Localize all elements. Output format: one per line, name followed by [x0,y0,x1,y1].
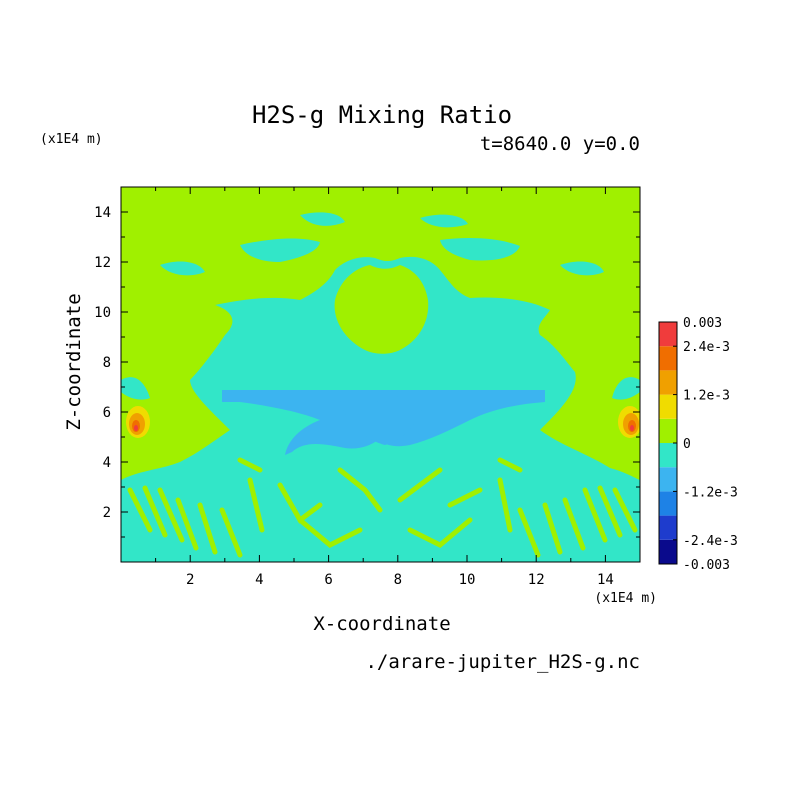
colorbar-swatch [659,443,677,468]
x-tick-label: 2 [186,572,194,588]
field-stripes [127,457,638,558]
x-axis: 2 4 6 8 10 12 14 [155,187,614,588]
colorbar-swatch [659,418,677,443]
colorbar-swatch [659,467,677,492]
chart-title: H2S-g Mixing Ratio [252,101,512,129]
field-patch-5 [160,261,205,276]
y-tick-label: 8 [103,355,111,371]
colorbar-tick-label: 0 [683,437,691,452]
field-patch-2 [440,238,520,261]
colorbar-swatch [659,370,677,395]
field-region-blue-center [340,395,425,445]
chart-subtitle: t=8640.0 y=0.0 [480,133,640,155]
field-patch-1 [240,238,320,262]
field-region-lobe [334,265,429,354]
x-unit-label: (x1E4 m) [594,591,657,606]
colorbar-swatch [659,491,677,516]
colorbar-swatch [659,515,677,540]
x-tick-label: 14 [597,572,614,588]
x-tick-label: 8 [394,572,402,588]
heatmap-field [121,187,640,562]
edge-maximum-left [126,406,150,438]
colorbar: 0.003 2.4e-3 1.2e-3 0 -1.2e-3 -2.4e-3 -0.003 [658,316,738,573]
edge-maximum-right [618,406,640,438]
y-tick-label: 10 [94,305,111,321]
colorbar-swatch [659,394,677,419]
field-patch-4 [420,214,468,228]
y-axis: 2 4 6 8 10 12 14 [94,205,640,538]
field-patch-6 [560,261,604,276]
colorbar-swatch [659,346,677,371]
colorbar-tick-label: -1.2e-3 [683,485,738,500]
colorbar-tick-label: 0.003 [683,316,722,331]
y-tick-label: 4 [103,455,111,471]
x-tick-label: 10 [459,572,476,588]
colorbar-tick-label: -0.003 [683,558,730,573]
x-tick-label: 12 [528,572,545,588]
field-patch-3 [300,212,345,226]
x-axis-label: X-coordinate [313,613,450,635]
colorbar-tick-label: -2.4e-3 [683,534,738,549]
y-tick-label: 6 [103,405,111,421]
colorbar-tick-label: 1.2e-3 [683,389,730,404]
field-patch-7 [121,377,150,400]
colorbar-tick-label: 2.4e-3 [683,340,730,355]
y-axis-label: Z-coordinate [63,293,85,430]
colorbar-swatch [659,539,677,564]
colorbar-swatch [659,322,677,347]
y-tick-label: 14 [94,205,111,221]
y-unit-label: (x1E4 m) [40,132,103,147]
footer-filename: ./arare-jupiter_H2S-g.nc [365,651,640,673]
y-tick-label: 12 [94,255,111,271]
plot-frame [120,186,641,563]
field-patch-8 [612,377,640,400]
x-tick-label: 4 [255,572,263,588]
y-tick-label: 2 [103,505,111,521]
x-tick-label: 6 [324,572,332,588]
